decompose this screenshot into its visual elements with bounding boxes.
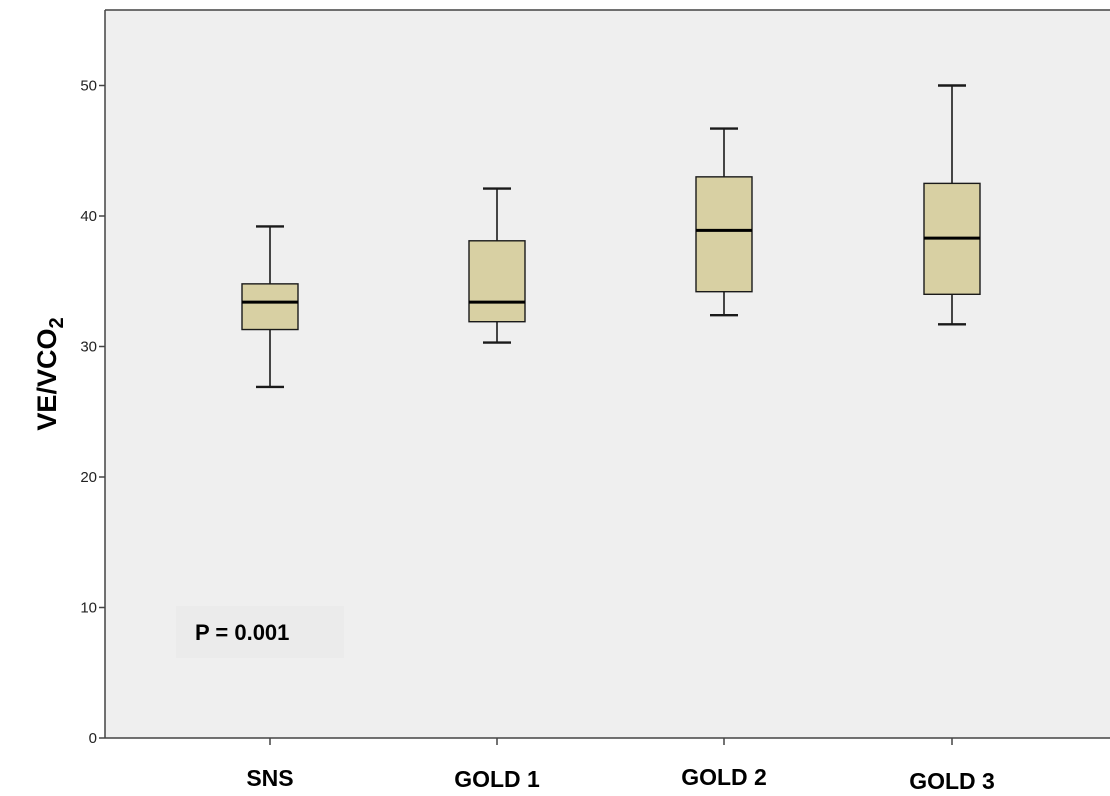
iqr-box: [241, 283, 299, 331]
x-category-label: GOLD 3: [909, 768, 995, 794]
y-tick-label: 10: [80, 600, 97, 617]
iqr-box: [468, 240, 526, 323]
y-axis-ticks: 0 10 20 30 40 50: [80, 78, 105, 747]
annotation-background: [176, 606, 344, 658]
y-tick-label: 40: [80, 208, 97, 225]
y-axis-title-subscript: 2: [46, 317, 68, 328]
x-category-label: GOLD 2: [681, 764, 767, 790]
y-tick-label: 20: [80, 469, 97, 486]
y-tick-label: 30: [80, 339, 97, 356]
boxes-layer: [241, 84, 981, 389]
x-axis-ticks: SNS GOLD 1 GOLD 2 GOLD 3: [246, 738, 995, 794]
iqr-box: [695, 176, 753, 293]
y-tick-label: 0: [89, 730, 97, 747]
x-category-label: GOLD 1: [454, 766, 540, 792]
p-value-annotation: P = 0.001: [195, 620, 289, 645]
x-category-label: SNS: [246, 765, 293, 791]
box-sns: [241, 225, 299, 389]
box-gold-1: [468, 187, 526, 344]
box-gold-3: [923, 84, 981, 326]
y-axis-title-main: VE/VCO: [32, 329, 62, 431]
box-gold-2: [695, 127, 753, 317]
y-axis-title: VE/VCO2: [32, 317, 68, 430]
y-tick-label: 50: [80, 78, 97, 95]
